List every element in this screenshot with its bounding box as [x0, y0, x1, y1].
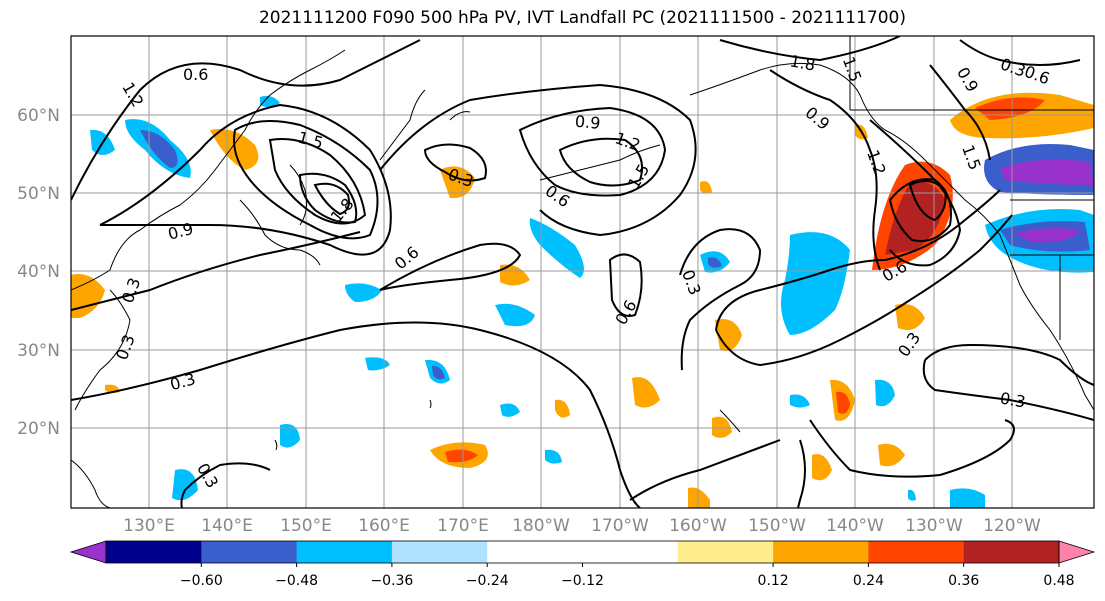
- lat-label-20n: 20°N: [17, 419, 60, 439]
- lon-label-140w: 140°W: [826, 516, 884, 536]
- lat-label-30n: 30°N: [17, 341, 60, 361]
- coastlines: [71, 36, 1094, 508]
- colorbar-bin: [582, 541, 679, 563]
- colorbar-tick-label: 0.48: [1043, 573, 1074, 589]
- lon-label-170w: 170°W: [591, 516, 649, 536]
- contour-label: 0.9: [574, 112, 601, 133]
- colorbar-bin: [868, 541, 965, 563]
- lon-label-160w: 160°W: [669, 516, 727, 536]
- lon-label-120w: 120°W: [983, 516, 1041, 536]
- map-content: [71, 36, 1094, 508]
- colorbar-extend-low: [69, 540, 107, 564]
- pv-contours: [71, 36, 1094, 508]
- contour-label: 0.3: [999, 388, 1027, 411]
- lon-label-150w: 150°W: [748, 516, 806, 536]
- colorbar-tick-label: 0.24: [853, 573, 884, 589]
- lon-label-140e: 140°E: [201, 516, 253, 536]
- contour-label: 1.8: [788, 51, 816, 74]
- colorbar-tick-label: −0.48: [275, 573, 318, 589]
- graticule: [71, 36, 1094, 508]
- colorbar: [69, 540, 1096, 564]
- colorbar-extend-high: [1058, 540, 1096, 564]
- map-frame: [70, 35, 1095, 509]
- latitude-labels: 60°N 50°N 40°N 30°N 20°N: [17, 106, 60, 439]
- contour-label: 0.6: [183, 65, 208, 84]
- lat-label-50n: 50°N: [17, 184, 60, 204]
- lon-label-130w: 130°W: [905, 516, 963, 536]
- colorbar-bin: [201, 541, 298, 563]
- lon-label-170e: 170°E: [437, 516, 489, 536]
- colorbar-tick-label: 0.12: [758, 573, 789, 589]
- lon-label-130e: 130°E: [123, 516, 175, 536]
- colorbar-tick-label: 0.36: [948, 573, 979, 589]
- colorbar-tick-label: −0.12: [561, 573, 604, 589]
- lon-label-180w: 180°W: [512, 516, 570, 536]
- colorbar-bin: [106, 541, 202, 563]
- longitude-labels: 130°E 140°E 150°E 160°E 170°E 180°W 170°…: [123, 516, 1041, 536]
- lon-label-160e: 160°E: [358, 516, 410, 536]
- colorbar-bin: [677, 541, 774, 563]
- colorbar-bin: [487, 541, 583, 563]
- lat-label-40n: 40°N: [17, 262, 60, 282]
- colorbar-bin: [391, 541, 488, 563]
- colorbar-bin: [296, 541, 393, 563]
- colorbar-tick-label: −0.24: [466, 573, 509, 589]
- colorbar-bin: [773, 541, 869, 563]
- colorbar-tick-label: −0.60: [180, 573, 223, 589]
- lat-label-60n: 60°N: [17, 106, 60, 126]
- map-title: 2021111200 F090 500 hPa PV, IVT Landfall…: [258, 8, 906, 28]
- colorbar-ticks: −0.60 −0.48 −0.36 −0.24 −0.12 0.12 0.24 0.36 0.4…: [180, 563, 1075, 589]
- lon-label-150e: 150°E: [280, 516, 332, 536]
- colorbar-tick-label: −0.36: [370, 573, 413, 589]
- colorbar-bin: [963, 541, 1060, 563]
